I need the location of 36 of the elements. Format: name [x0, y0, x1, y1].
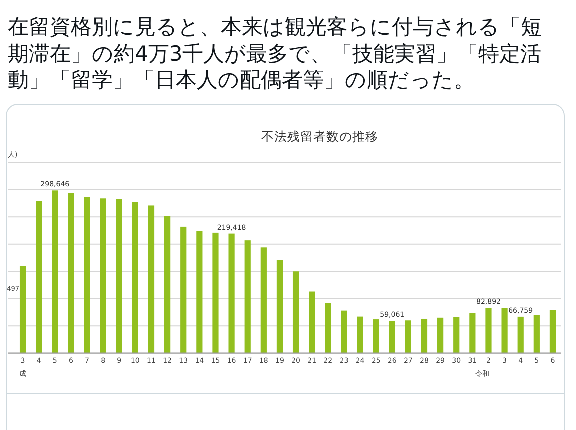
bar: [68, 193, 74, 354]
bar: [132, 202, 138, 354]
bar: [550, 310, 556, 354]
bar: [534, 315, 540, 354]
bar: [164, 216, 171, 354]
text: 在留資格別に見ると、本来は観光客らに付与される「短期滞在」の約4万3千人が最多で、「技能実習」「特定活動」「留学」「日本人の配偶者等」の順だった。: [8, 14, 543, 94]
bar: [470, 313, 476, 354]
bar: [518, 316, 524, 354]
bar: [357, 316, 364, 354]
bar: [212, 232, 219, 354]
bar: [389, 321, 396, 354]
bar: [180, 226, 187, 354]
bar: [341, 310, 348, 354]
bar: [20, 266, 26, 354]
bar: [502, 308, 508, 354]
bar: [405, 320, 412, 354]
bar: [116, 199, 122, 354]
bar: [292, 272, 300, 354]
bar: [260, 248, 267, 354]
bar: [438, 318, 444, 354]
bar: [309, 292, 316, 354]
bar: [454, 317, 460, 354]
bar: [276, 260, 284, 354]
bar: [244, 240, 251, 354]
bar: [36, 201, 42, 354]
bar: [228, 234, 235, 354]
bar: [325, 303, 332, 354]
bar: [196, 231, 203, 354]
bar: [148, 206, 155, 354]
bar: [52, 190, 58, 354]
bar: [421, 318, 428, 354]
chart-title: 不法残留者数の推移: [262, 129, 378, 144]
bar: [100, 198, 106, 354]
bar: [486, 308, 492, 354]
bar: [373, 320, 380, 354]
bar: [84, 197, 90, 354]
